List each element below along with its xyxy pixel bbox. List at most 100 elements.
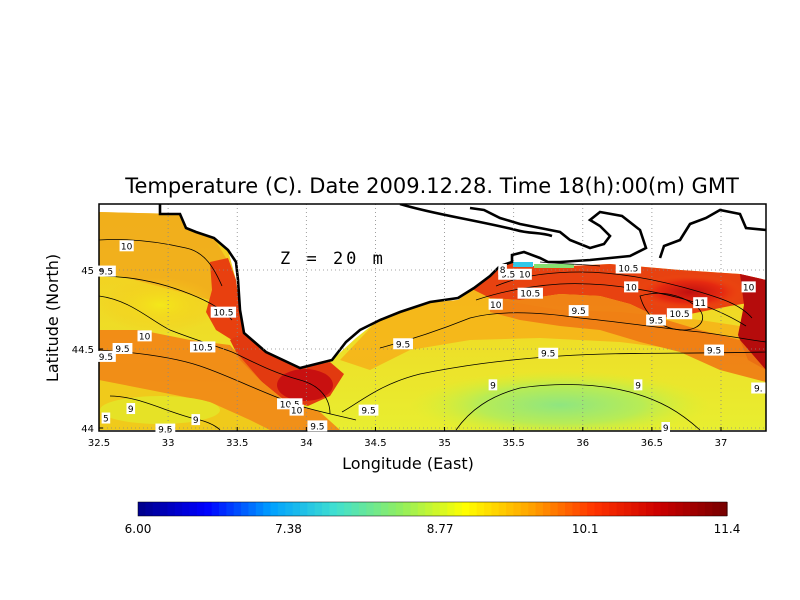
colorbar-segment: [535, 502, 544, 516]
contour-label-bg: [96, 350, 116, 362]
colorbar-segment: [557, 502, 566, 516]
contour-label-bg: [137, 330, 152, 342]
contour-label: 9.5: [99, 268, 113, 278]
contour-label: 10.5: [193, 343, 213, 353]
colorbar-segment: [138, 502, 146, 516]
contour-label: 10.5: [213, 309, 233, 319]
contour-label: 9.5: [541, 350, 555, 360]
contour-label: 9.5: [571, 307, 585, 317]
plot-border: [98, 203, 767, 432]
colorbar-segment: [484, 502, 492, 516]
contour-label: 10: [139, 332, 151, 342]
contour-label-bg: [498, 264, 507, 275]
cyan-patch: [513, 262, 533, 267]
colorbar-segment: [690, 502, 699, 516]
colorbar-segment: [189, 502, 198, 516]
colorbar-segment: [506, 502, 515, 516]
contour-label-bg: [498, 268, 519, 280]
contour-label-bg: [488, 298, 503, 310]
colorbar-segment: [675, 502, 684, 516]
colorbar-tick-labels: 6.00 7.38 8.77 10.1 11.4: [125, 522, 741, 536]
contour-label: 10.5: [618, 264, 638, 274]
x-tick-labels: 32.5 33 33.5 34 34.5 35 35.5 36 36.5 37: [88, 427, 727, 449]
colorbar-segment: [277, 502, 286, 516]
contour-label-bg: [704, 344, 724, 356]
contour-label-bg: [112, 343, 133, 354]
colorbar-segment: [712, 502, 721, 516]
colorbar-segment: [395, 502, 404, 516]
contour-label-bg: [568, 305, 589, 317]
contour-label-bg: [96, 265, 116, 277]
colorbar-tick-label: 11.4: [714, 522, 741, 536]
x-tick-label: 35: [438, 438, 451, 449]
mainland-coast: [399, 204, 553, 238]
colorbar-tick-label: 8.77: [427, 522, 454, 536]
contour-label: 9.: [754, 385, 763, 395]
colorbar-segment: [410, 502, 419, 516]
colorbar-segment: [565, 502, 573, 516]
colorbar-segment: [380, 502, 389, 516]
contour-label-bg: [666, 308, 693, 320]
colorbar-segment: [218, 502, 227, 516]
west-yellow: [100, 277, 220, 333]
contour-label-bg: [210, 306, 237, 318]
y-tick-label: 45: [81, 266, 94, 277]
colorbar-tick-label: 7.38: [275, 522, 302, 536]
contour-label-bg: [488, 379, 498, 391]
colorbar-segment: [572, 502, 581, 516]
contour-label: 9.5: [310, 422, 324, 432]
contour-label-bg: [189, 341, 216, 353]
colorbar-segment: [373, 502, 382, 516]
colorbar-segment: [432, 502, 441, 516]
y-axis-label: Latitude (North): [43, 254, 62, 382]
x-tick-label: 34: [300, 438, 313, 449]
colorbar-segment: [322, 502, 331, 516]
colorbar-segment: [285, 502, 294, 516]
contour-label-bg: [517, 287, 543, 299]
colorbar-segment: [174, 502, 183, 516]
contour-label: 10.5: [670, 310, 690, 320]
x-tick-label: 32.5: [88, 438, 110, 449]
colorbar-segment: [241, 502, 250, 516]
colorbar-segment: [403, 502, 412, 516]
colorbar-segment: [182, 502, 191, 516]
contour-label-bg: [633, 379, 643, 391]
colorbar-segment: [454, 502, 463, 516]
colorbar-segment: [476, 502, 485, 516]
east-hot-core: [635, 274, 745, 310]
colorbar-segment: [631, 502, 640, 516]
colorbar-segment: [668, 502, 677, 516]
depth-annotation: Z = 20 m: [280, 249, 386, 269]
contour-label-bg: [517, 268, 532, 280]
contour-label: 9.5: [501, 271, 515, 281]
colorbar-segment: [587, 502, 596, 516]
colorbar-segment: [609, 502, 618, 516]
colorbar-segment: [704, 502, 713, 516]
contour-label: 9: [193, 416, 199, 426]
contour-label: 5: [103, 415, 109, 425]
colorbar-segment: [417, 502, 426, 516]
y-tick-label: 44.5: [72, 345, 94, 356]
colorbar-segment: [439, 502, 448, 516]
x-axis-label: Longitude (East): [342, 454, 474, 473]
contour-label: 11: [695, 299, 706, 309]
y-tick-labels: 44 44.5 45: [72, 266, 103, 435]
contour-label-bg: [393, 338, 413, 350]
contour-label: 9.5: [707, 347, 721, 357]
contour-label-bg: [155, 423, 176, 435]
chart-title: Temperature (C). Date 2009.12.28. Time 1…: [124, 174, 739, 198]
contour-label: 10: [291, 407, 303, 417]
colorbar-segment: [329, 502, 338, 516]
colorbar-segment: [358, 502, 367, 516]
x-tick-label: 33.5: [226, 438, 248, 449]
northeast-coast: [658, 208, 766, 259]
coastline: [158, 204, 648, 370]
colorbar-segment: [682, 502, 691, 516]
colorbar-segment: [528, 502, 537, 516]
colorbar-tick-label: 6.00: [125, 522, 152, 536]
colorbar-segment: [351, 502, 360, 516]
colorbar-segment: [719, 502, 728, 516]
contour-label: 9.5: [361, 407, 375, 417]
contour-label-bg: [289, 404, 304, 416]
